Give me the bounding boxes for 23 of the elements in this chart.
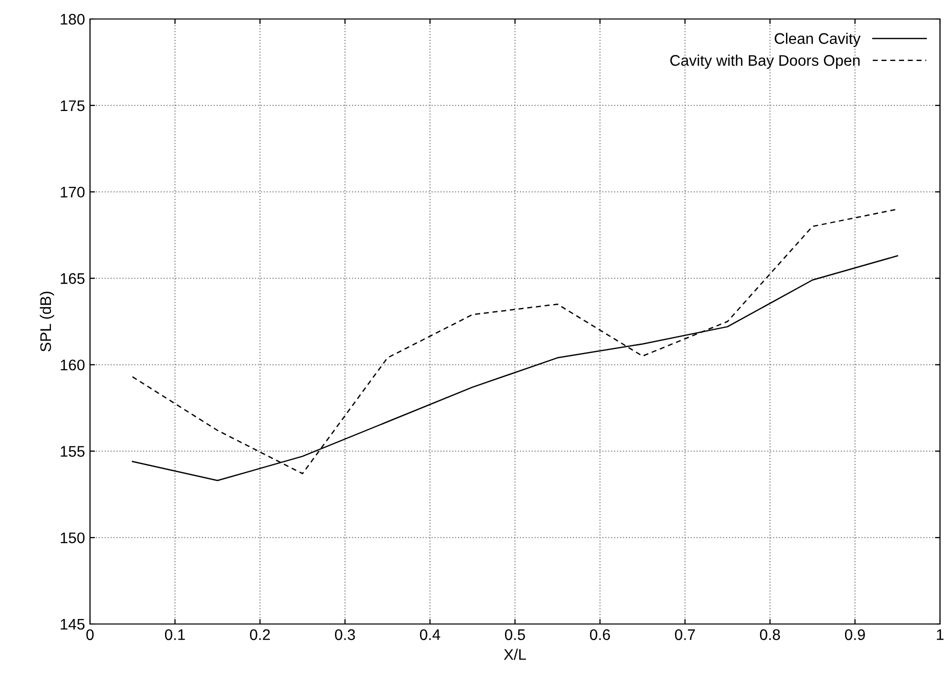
legend-label: Cavity with Bay Doors Open	[670, 54, 860, 69]
y-tick-label: 160	[60, 360, 85, 370]
x-tick-label: 0.4	[420, 629, 440, 640]
y-tick-label: 175	[60, 100, 84, 112]
x-tick-label: 0.7	[674, 629, 695, 640]
y-tick-label: 165	[60, 273, 84, 284]
x-tick-label: 0	[86, 629, 94, 640]
x-tick-label: 1	[936, 629, 944, 640]
x-tick-label: 0.2	[250, 629, 270, 640]
legend-label: Clean Cavity	[774, 32, 861, 47]
x-tick-label: 0.9	[844, 629, 865, 640]
y-tick-label: 145	[60, 619, 84, 630]
x-tick-label: 0.5	[504, 629, 525, 640]
y-tick-label: 155	[60, 446, 84, 457]
x-tick-label: 0.1	[164, 629, 185, 640]
y-tick-label: 180	[60, 14, 85, 25]
x-tick-label: 0.8	[760, 629, 780, 640]
y-tick-label: 150	[60, 532, 85, 544]
y-tick-label: 170	[60, 186, 85, 198]
x-axis-title: X/L	[504, 648, 526, 660]
y-axis-title: SPL (dB)	[40, 292, 54, 352]
x-tick-label: 0.3	[334, 629, 355, 640]
x-tick-label: 0.6	[590, 629, 610, 640]
